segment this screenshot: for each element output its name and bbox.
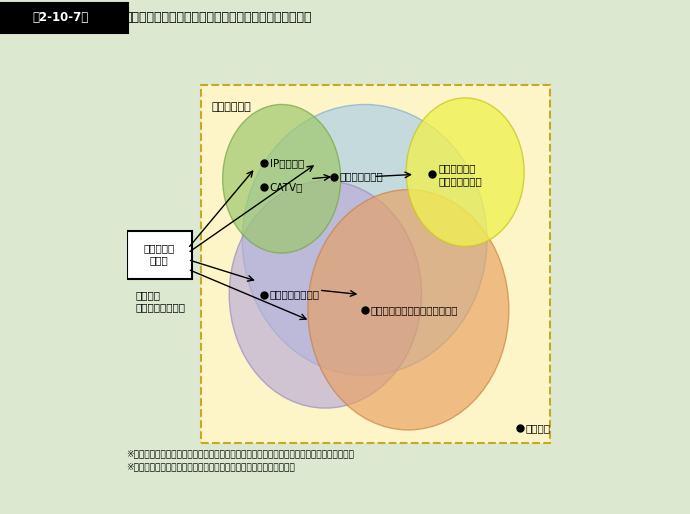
Text: IP告知端末: IP告知端末 <box>270 158 304 169</box>
Ellipse shape <box>242 104 487 375</box>
Ellipse shape <box>223 104 341 253</box>
Text: コミュニティ放送: コミュニティ放送 <box>270 289 320 300</box>
Text: Ｊアラート
受信機: Ｊアラート 受信機 <box>144 243 175 265</box>
FancyBboxPatch shape <box>201 85 551 443</box>
Text: 防災行政無線
（戸別受信機）: 防災行政無線 （戸別受信機） <box>438 163 482 186</box>
FancyBboxPatch shape <box>0 3 128 33</box>
Text: ※できるだけＪアラートの自動起動を活用し、迅速な情報伝達を確保: ※できるだけＪアラートの自動起動を活用し、迅速な情報伝達を確保 <box>126 463 295 472</box>
Text: 広報車等: 広報車等 <box>526 423 551 433</box>
Ellipse shape <box>308 190 509 430</box>
FancyBboxPatch shape <box>126 231 192 279</box>
Text: 市町村の範囲: 市町村の範囲 <box>212 102 251 112</box>
Text: 住民への多様な情報伝達に関する組み合わせのイメージ: 住民への多様な情報伝達に関する組み合わせのイメージ <box>124 11 312 24</box>
Text: ※多様な手段を重層的に組み合わせることにより、確実な情報伝達体制を整備することが重要: ※多様な手段を重層的に組み合わせることにより、確実な情報伝達体制を整備することが… <box>126 450 355 458</box>
Text: 防災行政無線（屋外拡声子局）: 防災行政無線（屋外拡声子局） <box>371 305 458 315</box>
Text: 自動起動
（統合システム）: 自動起動 （統合システム） <box>135 290 186 312</box>
Ellipse shape <box>229 181 422 408</box>
Text: 緊急速報メール: 緊急速報メール <box>339 172 384 181</box>
Text: CATV等: CATV等 <box>270 182 303 192</box>
Ellipse shape <box>406 98 524 247</box>
Text: 第2-10-7図: 第2-10-7図 <box>32 11 89 24</box>
